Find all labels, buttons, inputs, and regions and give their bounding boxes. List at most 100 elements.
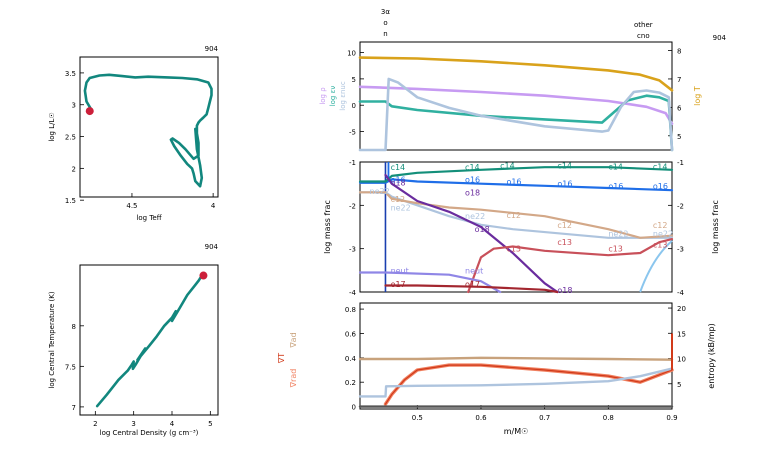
central-ylabel: log Central Temperature (K) [48, 291, 56, 388]
central-x-label: 3 [131, 420, 135, 428]
top-label-other: other [634, 21, 653, 29]
structure-yl-label: 5 [352, 76, 356, 84]
abundance-series-c13-5 [467, 238, 674, 294]
abundance-yl-label: -4 [349, 289, 357, 297]
abundance-label-neut: neut [465, 266, 483, 275]
gradients-ylabel-entropy: entropy (kB/mp) [707, 323, 716, 388]
abundance-label-c14: c14 [608, 162, 623, 171]
abundance-label-o18: o18 [391, 178, 406, 187]
hr-y-label: 1.5 [65, 197, 76, 205]
gradients-yr-label: 5 [677, 381, 681, 389]
top-label-3alpha: 3α [381, 8, 390, 16]
structure-series-1 [358, 85, 674, 125]
central-y-label: 7.5 [65, 363, 76, 371]
abundance-label-ne22: ne22 [608, 230, 628, 239]
structure-series-0 [358, 56, 674, 92]
gradients-yl-label: 0.6 [345, 330, 357, 338]
gradients-yl-label: 0.8 [345, 306, 356, 314]
hr-xlabel: log Teff [136, 214, 161, 222]
abundance-label-c13: c13 [506, 245, 521, 254]
abundance-label-c12: c12 [557, 221, 572, 230]
structure-corner-label: 904 [713, 34, 727, 42]
gradients-x-label: 0.8 [603, 414, 614, 422]
abundance-label-o16: o16 [653, 182, 668, 191]
abundance-label-c14: c14 [653, 162, 668, 171]
gradients-ylabel-T: ∇T [277, 353, 286, 364]
abundance-label-c14: c14 [465, 163, 480, 172]
abundance-yr-label: -2 [677, 202, 684, 210]
abundance-label-o16: o16 [465, 175, 480, 184]
gradients-series-3 [358, 367, 674, 398]
hr-x-label: 4.5 [126, 202, 137, 210]
abundance-label-ne22: ne22 [391, 204, 411, 213]
abundance-ylabel-right: log mass frac [711, 200, 720, 254]
abundance-series-c14-1 [358, 166, 674, 183]
abundance-label-c13: c13 [557, 238, 572, 247]
hr-y-label: 3 [72, 102, 76, 110]
abundance-yl-label: -2 [349, 202, 356, 210]
gradients-yr-label: 10 [677, 356, 686, 364]
structure-ylabel-rho: log ρ [319, 87, 327, 105]
structure-series-2 [358, 94, 674, 152]
abundance-label-c12: c12 [506, 211, 521, 220]
structure-ylabel-epsnu: log εν [329, 86, 337, 107]
abundance-label-c12: c12 [653, 221, 668, 230]
abundance-series-o17-7 [384, 284, 559, 294]
central-current-marker [199, 271, 208, 280]
abundance-label-ne22: ne22 [653, 230, 673, 239]
abundance-label-o16: o16 [557, 180, 572, 189]
central-y-label: 7 [72, 404, 76, 412]
central-x-label: 2 [93, 420, 97, 428]
abundance-label-o17: o17 [391, 280, 406, 289]
structure-ylabel-logT: log T [693, 86, 702, 106]
abundance-series-o16-0 [358, 178, 674, 192]
hr-frame [79, 56, 219, 198]
central-xlabel: log Central Density (g cm⁻³) [100, 429, 199, 437]
abundance-label-c13: c13 [653, 240, 668, 249]
central-frame [79, 264, 219, 416]
structure-yr-label: 5 [677, 133, 681, 141]
abundance-label-ne22: ne22 [370, 187, 390, 196]
hr-y-label: 2.5 [65, 134, 76, 142]
structure-yr-label: 6 [677, 104, 682, 112]
abundance-label-c14: c14 [391, 163, 406, 172]
central-y-label: 8 [72, 323, 76, 331]
structure-yr-label: 8 [677, 48, 681, 56]
central-x-label: 4 [170, 420, 175, 428]
gradients-x-label: 0.9 [666, 414, 677, 422]
structure-frame [359, 41, 673, 151]
abundance-label-o16: o16 [608, 182, 623, 191]
structure-ylabel-epsnuc: log εnuc [339, 81, 347, 111]
gradients-yr-label: 20 [677, 305, 686, 313]
hr-y-label: 3.5 [65, 70, 76, 78]
hr-x-label: 4 [211, 202, 216, 210]
central-x-label: 5 [208, 420, 212, 428]
abundance-series-c12-3 [358, 191, 674, 239]
hr-ylabel: log L/L☉ [48, 112, 56, 141]
central-track [95, 274, 204, 408]
abundance-yr-label: -1 [677, 159, 684, 167]
abundance-label-c14: c14 [500, 161, 515, 170]
top-label-cno: cno [637, 32, 650, 40]
abundance-label-c12: c12 [391, 195, 406, 204]
hr-y-label: 2 [72, 165, 76, 173]
gradients-ylabel-ad: ∇ad [289, 332, 298, 348]
abundance-label-neut: neut [391, 266, 409, 275]
gradients-yl-label: 0 [352, 404, 356, 412]
top-label-n: n [383, 30, 387, 38]
abundance-series-neut-6 [358, 271, 502, 294]
gradients-series-0 [358, 356, 674, 361]
abundance-label-c13: c13 [608, 245, 623, 254]
abundance-label-o16: o16 [391, 175, 406, 184]
abundance-series-o18-4 [384, 173, 559, 294]
gradients-yl-label: 0.2 [345, 379, 356, 387]
gradients-x-label: 0.5 [412, 414, 423, 422]
abundance-label-c14: c14 [557, 161, 572, 170]
structure-yl-label: 10 [347, 50, 356, 58]
abundance-label-o18: o18 [475, 225, 490, 234]
gradients-xlabel: m/M☉ [504, 427, 529, 436]
abundance-yl-label: -1 [349, 159, 356, 167]
structure-yl-label: -5 [349, 129, 356, 137]
abundance-label-ne22: ne22 [465, 212, 485, 221]
